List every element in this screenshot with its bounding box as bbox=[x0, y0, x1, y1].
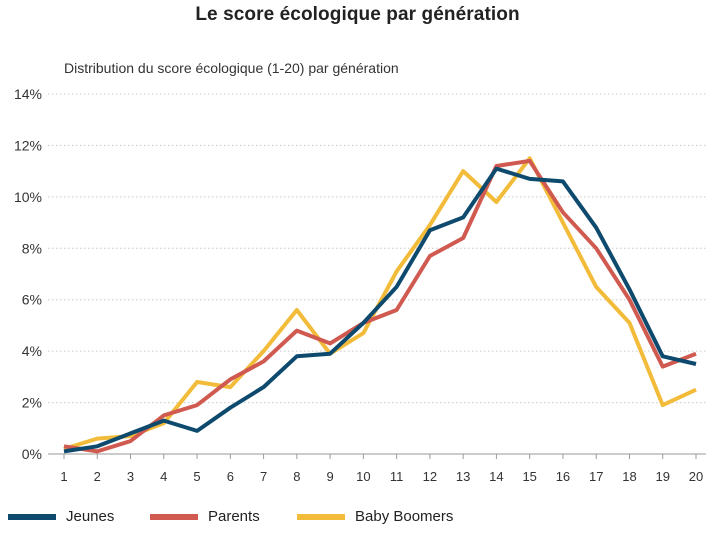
legend-swatch bbox=[8, 513, 56, 520]
legend-label: Jeunes bbox=[66, 508, 115, 525]
x-tick-label: 10 bbox=[356, 469, 370, 484]
x-tick-label: 7 bbox=[260, 469, 267, 484]
legend-item: Baby Boomers bbox=[297, 508, 453, 525]
y-tick-label: 2% bbox=[22, 395, 42, 411]
x-tick-label: 3 bbox=[127, 469, 134, 484]
axes: 0%2%4%6%8%10%12%14%1 2 3 4 5 6 7 8 9 10 11 12 13 14 15… bbox=[14, 86, 706, 484]
x-tick-label: 9 bbox=[326, 469, 333, 484]
y-tick-label: 4% bbox=[22, 343, 42, 359]
x-tick-label: 16 bbox=[556, 469, 570, 484]
legend-label: Baby Boomers bbox=[355, 508, 454, 525]
x-tick-label: 15 bbox=[522, 469, 536, 484]
series-line-jeunes bbox=[63, 166, 697, 454]
chart-subtitle: Distribution du score écologique (1-20) … bbox=[64, 60, 399, 76]
x-tick-label: 4 bbox=[160, 469, 167, 484]
x-tick-label: 11 bbox=[390, 469, 404, 484]
y-tick-label: 14% bbox=[14, 86, 42, 102]
x-tick-label: 2 bbox=[94, 469, 101, 484]
y-tick-label: 0% bbox=[22, 446, 42, 462]
legend-item: Parents bbox=[150, 508, 260, 525]
legend-item: Jeunes bbox=[8, 508, 114, 525]
x-tick-label: 13 bbox=[456, 469, 470, 484]
y-tick-label: 8% bbox=[22, 240, 42, 256]
legend-swatch bbox=[150, 513, 198, 520]
y-tick-label: 6% bbox=[22, 292, 42, 308]
series-line-parents bbox=[63, 158, 697, 454]
x-tick-label: 18 bbox=[622, 469, 636, 484]
x-tick-label: 12 bbox=[423, 469, 437, 484]
x-tick-label: 17 bbox=[589, 469, 603, 484]
y-tick-label: 10% bbox=[14, 189, 42, 205]
line-chart: 0%2%4%6%8%10%12%14%1 2 3 4 5 6 7 8 9 10 11 12 13 14 15… bbox=[14, 86, 706, 484]
legend: Jeunes Parents Baby Boomers bbox=[0, 508, 715, 532]
x-tick-label: 14 bbox=[489, 469, 503, 484]
series-lines bbox=[63, 156, 697, 454]
x-tick-label: 1 bbox=[60, 469, 67, 484]
legend-swatch bbox=[297, 513, 345, 520]
legend-label: Parents bbox=[208, 508, 260, 525]
x-tick-label: 5 bbox=[193, 469, 200, 484]
x-tick-label: 6 bbox=[227, 469, 234, 484]
x-tick-label: 20 bbox=[689, 469, 703, 484]
x-tick-label: 8 bbox=[293, 469, 300, 484]
chart-title: Le score écologique par génération bbox=[195, 4, 520, 25]
x-tick-label: 19 bbox=[656, 469, 670, 484]
y-tick-label: 12% bbox=[14, 137, 42, 153]
